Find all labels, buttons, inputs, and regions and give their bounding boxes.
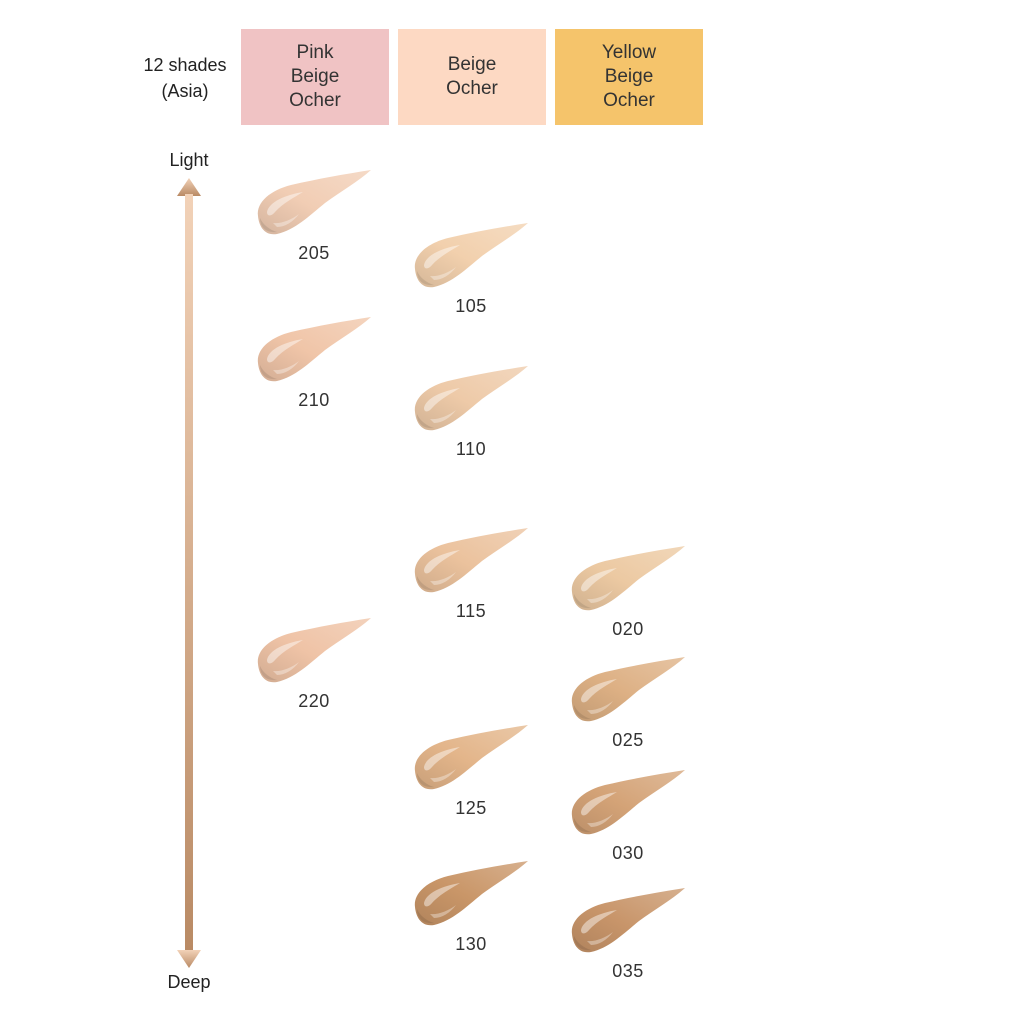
shade-number-210: 210 [298, 390, 330, 410]
shade-number-220: 220 [298, 691, 330, 711]
foundation-swatch-shape [571, 657, 685, 722]
swatch-210 [255, 315, 373, 387]
foundation-swatch-shape [571, 546, 685, 611]
foundation-swatch-shape [257, 618, 371, 683]
header-line: Beige [290, 66, 340, 87]
foundation-swatch-shape [414, 366, 528, 431]
shade-number-130: 130 [455, 934, 487, 954]
shade-number-030: 030 [612, 843, 644, 863]
header-line: Beige [604, 66, 654, 87]
swatch-115 [412, 526, 530, 598]
foundation-swatch-shape [571, 770, 685, 835]
shade-number-020: 020 [612, 619, 644, 639]
swatch-125 [412, 723, 530, 795]
shade-number-110: 110 [455, 439, 487, 459]
header-line: Ocher [289, 90, 341, 111]
shade-number-105: 105 [455, 296, 487, 316]
foundation-swatch-shape [414, 528, 528, 593]
shade-number-205: 205 [298, 243, 330, 263]
foundation-swatch-shape [257, 170, 371, 235]
header-line: Beige [447, 54, 497, 75]
swatch-030 [569, 768, 687, 840]
shade-count-label: 12 shades (Asia) [130, 52, 240, 104]
foundation-swatch-shape [414, 861, 528, 926]
foundation-swatch-shape [414, 725, 528, 790]
foundation-swatch-shape [414, 223, 528, 288]
shade-number-115: 115 [455, 601, 487, 621]
foundation-swatch-shape [257, 317, 371, 382]
header-line: Yellow [601, 42, 657, 63]
column-header-beige-ocher: Beige Ocher [398, 29, 546, 125]
shade-number-035: 035 [612, 961, 644, 981]
swatch-020 [569, 544, 687, 616]
shade-number-025: 025 [612, 730, 644, 750]
header-line: Ocher [603, 90, 655, 111]
foundation-swatch-shape [571, 888, 685, 953]
swatch-105 [412, 221, 530, 293]
column-header-yellow-beige-ocher: Yellow Beige Ocher [555, 29, 703, 125]
header-line: Pink [296, 42, 334, 63]
shade-count-line2: (Asia) [161, 81, 209, 101]
swatch-220 [255, 616, 373, 688]
light-label: Light [169, 150, 209, 170]
swatch-035 [569, 886, 687, 958]
swatch-110 [412, 364, 530, 436]
swatch-205 [255, 168, 373, 240]
header-line: Ocher [446, 78, 498, 99]
light-to-deep-arrow-icon [177, 178, 201, 968]
swatch-025 [569, 655, 687, 727]
column-header-pink-beige-ocher: Pink Beige Ocher [241, 29, 389, 125]
shade-number-125: 125 [455, 798, 487, 818]
shade-count-line1: 12 shades [143, 55, 227, 75]
swatch-130 [412, 859, 530, 931]
deep-label: Deep [167, 972, 211, 992]
